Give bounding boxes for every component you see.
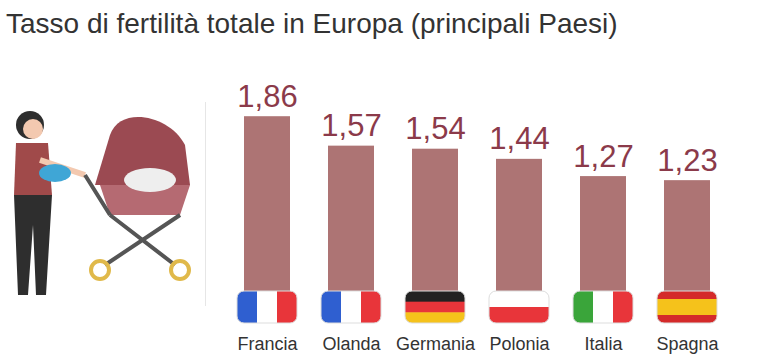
svg-text:1,57: 1,57 — [321, 108, 381, 143]
svg-text:1,86: 1,86 — [237, 79, 297, 114]
svg-text:1,44: 1,44 — [489, 121, 549, 156]
svg-text:Spagna: Spagna — [656, 334, 719, 354]
svg-text:Italia: Italia — [584, 334, 623, 354]
svg-text:1,27: 1,27 — [573, 139, 633, 174]
svg-text:1,23: 1,23 — [657, 143, 717, 178]
svg-text:1,54: 1,54 — [405, 111, 465, 146]
html-text:Tasso di fertilità totale in E: Tasso di fertilità totale in Europa (pri… — [6, 8, 618, 39]
svg-text:Olanda: Olanda — [322, 334, 381, 354]
svg-text:Germania: Germania — [396, 334, 476, 354]
svg-text:Francia: Francia — [237, 334, 298, 354]
svg-text:Polonia: Polonia — [489, 334, 550, 354]
